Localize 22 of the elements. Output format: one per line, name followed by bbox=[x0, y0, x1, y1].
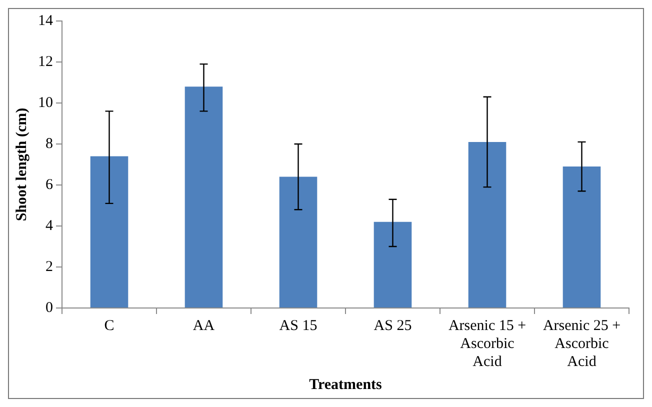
bar bbox=[279, 176, 318, 308]
x-tick-label: Arsenic 25 + Ascorbic Acid bbox=[542, 318, 621, 370]
y-tick-label: 6 bbox=[46, 176, 54, 193]
y-tick-label: 10 bbox=[38, 94, 53, 111]
bar bbox=[184, 86, 223, 308]
y-tick-label: 14 bbox=[38, 12, 54, 29]
bar bbox=[90, 156, 128, 308]
y-tick-label: 0 bbox=[46, 300, 53, 316]
y-tick-label: 8 bbox=[46, 136, 53, 152]
x-tick-label: AS 25 bbox=[374, 318, 412, 334]
x-tick-label: C bbox=[104, 318, 114, 334]
bar bbox=[562, 166, 601, 308]
y-tick-label: 12 bbox=[38, 54, 53, 70]
x-tick-label: AA bbox=[192, 318, 215, 334]
y-axis-title: Shoot length (cm) bbox=[14, 108, 30, 222]
x-tick-label: Arsenic 15 + Ascorbic Acid bbox=[448, 318, 526, 370]
y-tick-label: 2 bbox=[46, 258, 53, 275]
x-axis-title: Treatments bbox=[309, 376, 382, 393]
x-tick-label: AS 15 bbox=[279, 318, 318, 334]
y-tick-label: 4 bbox=[46, 218, 54, 234]
bar bbox=[374, 222, 412, 308]
bar bbox=[468, 142, 506, 308]
